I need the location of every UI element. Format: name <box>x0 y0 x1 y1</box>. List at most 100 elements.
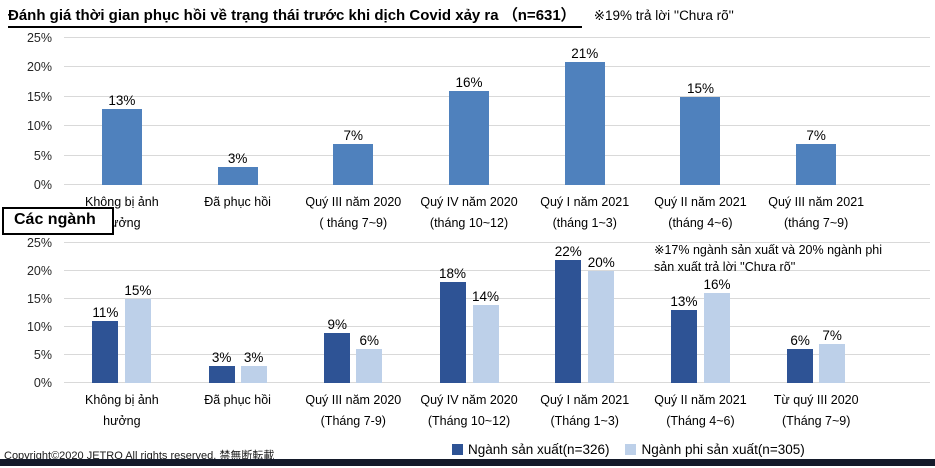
bar-value-label: 15% <box>686 80 714 96</box>
bar <box>439 282 466 383</box>
bar-group: 13% 16% <box>643 243 759 383</box>
bar-value-label: 3% <box>227 151 248 167</box>
bar-column: 14% <box>472 243 499 383</box>
bar-value-label: 20% <box>587 255 615 270</box>
category-label: Không bị ảnh hưởng <box>85 393 159 429</box>
bar-group: 18% 14% <box>411 243 527 383</box>
bar <box>449 90 490 185</box>
bar-column: 7% <box>819 243 846 383</box>
gridline <box>64 95 930 97</box>
bar-column: 16% <box>703 243 730 383</box>
category-label: Quý II năm 2021 (Tháng 4~6) <box>654 393 747 429</box>
chart-by-sector: 0% 5% 10% 15% 20% 25% 11% 15% 3% 3% 9% 6% 18% 14% 22%… <box>0 236 935 440</box>
category-label: Đã phục hồi <box>204 195 271 209</box>
category-label: Quý IV năm 2020 (Tháng 10~12) <box>420 393 518 429</box>
gridline <box>64 154 930 156</box>
bar <box>240 366 267 383</box>
bar-column: 3% <box>208 243 235 383</box>
y-tick-label: 25% <box>26 236 52 250</box>
category-axis: Không bị ảnh hưởng Đã phục hồi Quý III năm… <box>64 390 874 433</box>
plot-area: 13% 3% 7% 16% 21% 15% 7% <box>64 37 930 185</box>
bar-column: 3% <box>240 243 267 383</box>
bar <box>796 143 837 185</box>
y-axis: 0% 5% 10% 15% 20% 25% <box>0 31 56 192</box>
bar-group: 3% 3% <box>180 243 296 383</box>
bar-column: 11% <box>92 243 118 383</box>
category-label: Quý III năm 2020 ( tháng 7~9) <box>305 195 402 231</box>
bar <box>787 349 814 383</box>
legend-item-manufacturing: Ngành sản xuất(n=326) <box>452 442 609 457</box>
header: Đánh giá thời gian phục hồi về trạng thá… <box>8 4 734 28</box>
bar-column: 16% <box>449 38 490 185</box>
y-tick-label: 5% <box>33 148 52 163</box>
category-label: Quý III năm 2021 (tháng 7~9) <box>768 195 865 231</box>
bar <box>101 108 142 185</box>
legend-label-non-manufacturing: Ngành phi sản xuất(n=305) <box>641 442 805 457</box>
legend-swatch-non-manufacturing <box>625 444 637 455</box>
bar-value-label: 11% <box>92 305 119 321</box>
bar <box>819 343 846 383</box>
bar-group: 16% <box>411 38 527 185</box>
legend-swatch-manufacturing <box>452 444 463 455</box>
bar-group: 9% 6% <box>295 243 411 383</box>
gridline <box>64 242 930 243</box>
y-tick-label: 10% <box>26 119 52 134</box>
chart-legend: Ngành sản xuất(n=326) Ngành phi sản xuất… <box>452 442 805 457</box>
bar-value-label: 9% <box>327 316 348 332</box>
sector-label: Các ngành <box>14 211 96 228</box>
bar-value-label: 7% <box>343 127 364 143</box>
gridline <box>64 125 930 127</box>
bar-group: 15% <box>643 38 759 185</box>
bar-value-label: 18% <box>438 266 467 282</box>
bar <box>588 271 615 383</box>
bar-value-label: 6% <box>790 333 810 349</box>
bar-value-label: 15% <box>124 283 152 298</box>
bar-group: 7% <box>295 38 411 185</box>
category-axis: Không bị ảnh hưởng Đã phục hồi Quý III năm… <box>64 192 874 235</box>
category-label: Từ quý III 2020 (Tháng 7~9) <box>773 393 859 429</box>
title-note: ※19% trả lời ''Chưa rõ'' <box>593 8 734 23</box>
bar <box>564 61 605 185</box>
bar-value-label: 16% <box>455 74 483 90</box>
bars-row: 13% 3% 7% 16% 21% 15% 7% <box>64 38 874 185</box>
bar <box>703 293 730 383</box>
bars-row: 11% 15% 3% 3% 9% 6% 18% 14% 22% 20% 13% 16% 6% 7% <box>64 243 874 383</box>
y-tick-label: 15% <box>26 89 52 104</box>
bar-column: 13% <box>670 243 697 383</box>
bar-column: 7% <box>796 38 837 185</box>
category-label: Đã phục hồi <box>204 393 271 407</box>
legend-item-non-manufacturing: Ngành phi sản xuất(n=305) <box>625 442 805 457</box>
bar <box>208 366 235 383</box>
bar <box>356 349 383 383</box>
bar <box>670 310 697 383</box>
gridline <box>64 184 930 185</box>
bar-value-label: 3% <box>243 350 264 366</box>
bar-column: 20% <box>588 243 615 383</box>
bar-value-label: 7% <box>806 127 826 143</box>
category-label: Quý II năm 2021 (tháng 4~6) <box>654 195 747 231</box>
bar-group: 7% <box>758 38 874 185</box>
bar-column: 7% <box>333 38 374 185</box>
bar-value-label: 22% <box>554 243 582 259</box>
bar <box>555 259 582 383</box>
bar <box>92 321 119 383</box>
bar-value-label: 7% <box>822 327 842 343</box>
bar-value-label: 6% <box>359 333 380 349</box>
bar <box>124 299 151 383</box>
category-label: Quý IV năm 2020 (tháng 10~12) <box>420 195 518 231</box>
footer-bar <box>0 459 935 466</box>
y-axis: 0% 5% 10% 15% 20% 25% <box>0 236 56 390</box>
bar-value-label: 13% <box>670 294 698 310</box>
gridline <box>64 270 930 271</box>
bar <box>333 143 374 185</box>
bar-group: 6% 7% <box>758 243 874 383</box>
bar-group: 21% <box>527 38 643 185</box>
gridline <box>64 66 930 68</box>
bar-value-label: 21% <box>571 45 599 61</box>
bar-value-label: 13% <box>108 92 136 108</box>
gridline <box>64 298 930 299</box>
chart-note: ※17% ngành sản xuất và 20% ngành phi sản… <box>654 243 883 274</box>
y-tick-label: 10% <box>26 320 52 334</box>
bar <box>324 332 351 383</box>
bar-group: 11% 15% <box>64 243 180 383</box>
